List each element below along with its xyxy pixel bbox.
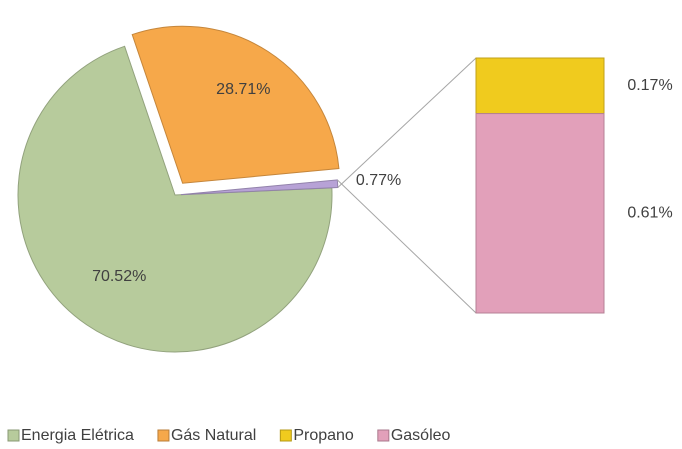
legend-label: Gasóleo xyxy=(391,427,451,444)
legend-swatch xyxy=(157,429,170,442)
legend-swatch xyxy=(279,429,292,442)
data-label: 0.77% xyxy=(356,172,401,189)
connector-line xyxy=(337,57,477,188)
data-label: 0.61% xyxy=(627,205,672,222)
data-label: 0.17% xyxy=(627,77,672,94)
bar-segment xyxy=(475,57,605,115)
pie-slice xyxy=(131,25,340,184)
legend-label: Energia Elétrica xyxy=(21,427,134,444)
data-label: 28.71% xyxy=(216,81,270,98)
data-label: 70.52% xyxy=(92,268,146,285)
legend-swatch xyxy=(7,429,20,442)
pie-slice xyxy=(17,45,333,353)
bar-segment xyxy=(475,113,605,314)
legend-label: Propano xyxy=(293,427,354,444)
connector-line xyxy=(336,179,477,314)
legend-swatch xyxy=(377,429,390,442)
legend-label: Gás Natural xyxy=(171,427,256,444)
